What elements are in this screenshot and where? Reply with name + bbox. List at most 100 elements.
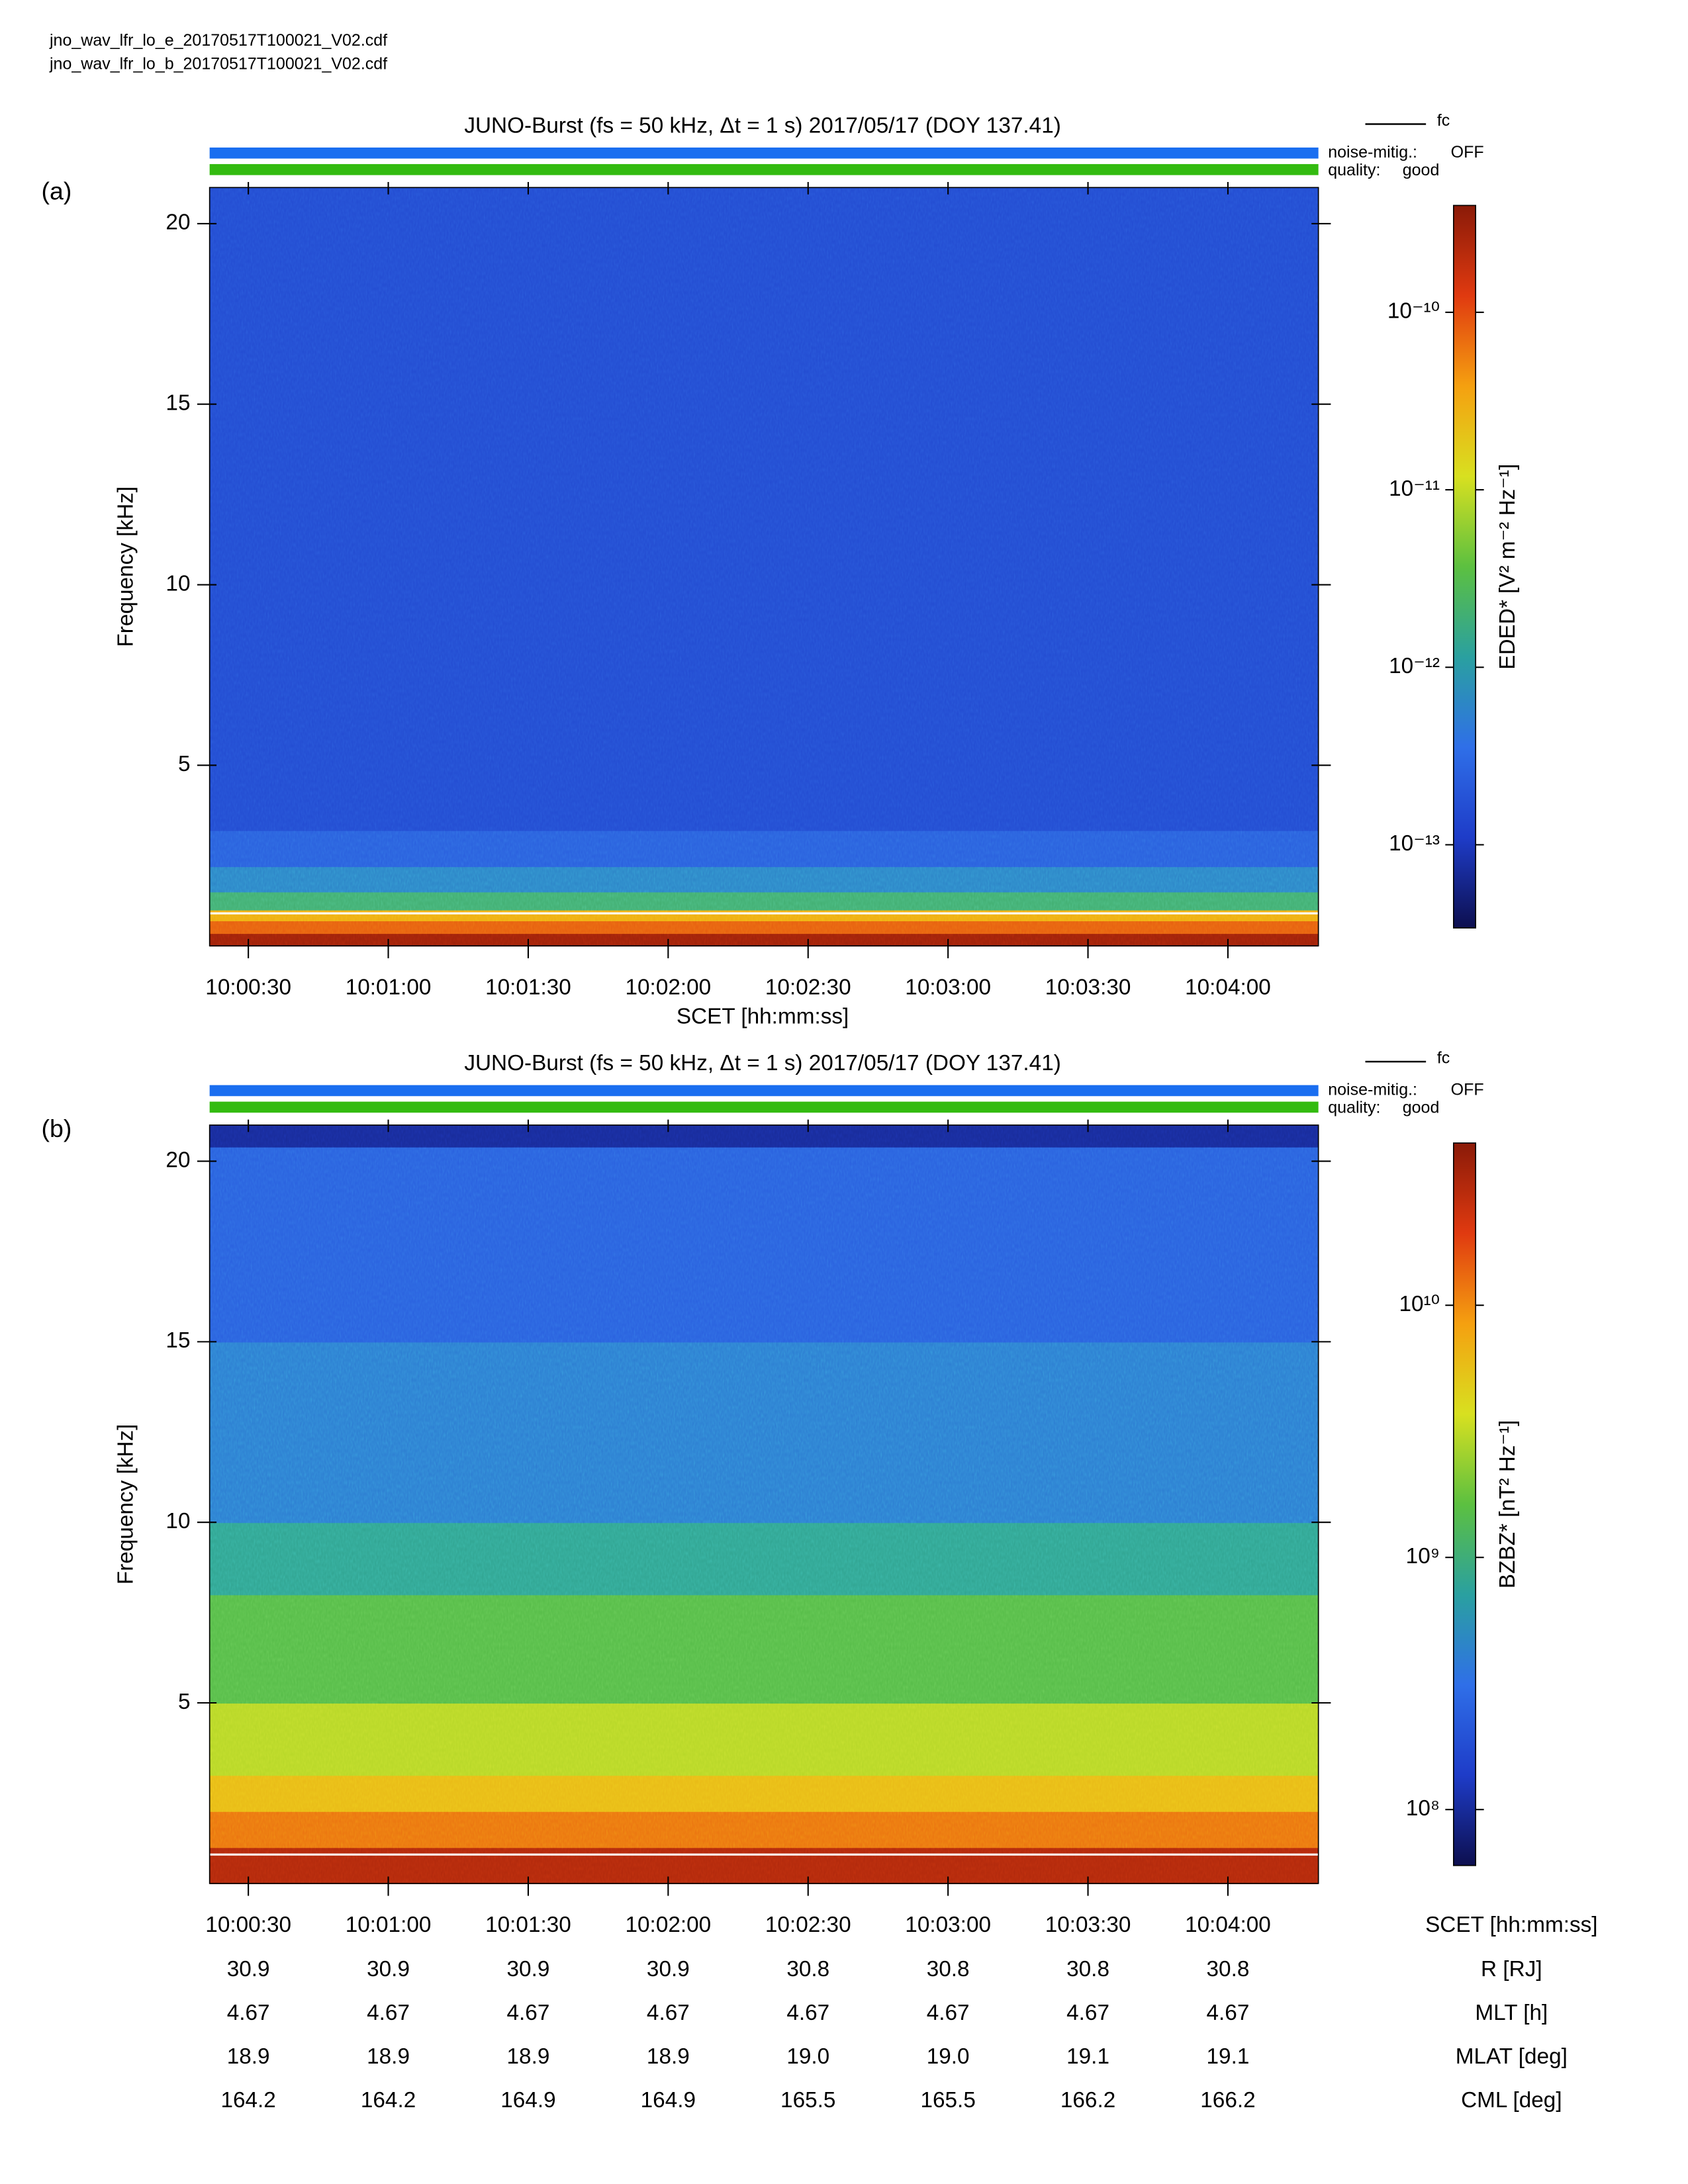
ephemeris-value: 164.2 — [220, 2088, 275, 2113]
ephemeris-value: 30.8 — [927, 1957, 970, 1981]
ephemeris-value: 166.2 — [1200, 2088, 1255, 2113]
colorbar-label: BZBZ* [nT² Hz⁻¹] — [1495, 1420, 1520, 1589]
chart-title: JUNO-Burst (fs = 50 kHz, Δt = 1 s) 2017/… — [464, 1051, 1061, 1075]
file-name: jno_wav_lfr_lo_e_20170517T100021_V02.cdf — [49, 31, 387, 50]
ephemeris-value: 165.5 — [920, 2088, 975, 2113]
x-tick-label: 10:04:00 — [1185, 976, 1271, 1000]
ephemeris-value: 30.9 — [507, 1957, 550, 1981]
ephemeris-value: 4.67 — [367, 2001, 410, 2025]
colorbar — [1453, 205, 1476, 929]
x-tick-label: 10:04:00 — [1185, 1913, 1271, 1937]
colorbar-tick-label: 10⁻¹³ — [1389, 831, 1440, 856]
status-label: quality: — [1328, 161, 1380, 179]
plot-frame — [209, 1124, 1319, 1884]
y-tick-label: 20 — [165, 210, 190, 235]
y-tick-label: 5 — [178, 752, 191, 776]
status-value: OFF — [1451, 1081, 1484, 1099]
x-tick-label: 10:01:30 — [485, 1913, 571, 1937]
ephemeris-value: 4.67 — [786, 2001, 829, 2025]
status-value: OFF — [1451, 143, 1484, 161]
ephemeris-label: MLAT [deg] — [1456, 2044, 1568, 2069]
ephemeris-value: 30.8 — [786, 1957, 829, 1981]
status-label: noise-mitig.: — [1328, 1081, 1417, 1099]
ephemeris-value: 30.9 — [647, 1957, 690, 1981]
x-tick-label: 10:01:30 — [485, 976, 571, 1000]
colorbar — [1453, 1142, 1476, 1866]
y-tick-label: 15 — [165, 391, 190, 416]
x-tick-label: 10:00:30 — [205, 1913, 291, 1937]
ephemeris-value: 4.67 — [1207, 2001, 1250, 2025]
y-tick-label: 20 — [165, 1148, 190, 1172]
x-tick-label: 10:03:00 — [905, 1913, 991, 1937]
status-bar — [209, 1085, 1319, 1097]
colorbar-tick-label: 10⁹ — [1406, 1544, 1440, 1569]
ephemeris-value: 4.67 — [1066, 2001, 1109, 2025]
ephemeris-value: 4.67 — [227, 2001, 270, 2025]
ephemeris-value: 19.1 — [1066, 2044, 1109, 2069]
x-tick-label: 10:01:00 — [346, 976, 432, 1000]
panel-label: (b) — [42, 1115, 72, 1142]
ephemeris-value: 19.1 — [1207, 2044, 1250, 2069]
x-axis-label: SCET [hh:mm:ss] — [677, 1004, 849, 1028]
x-tick-label: 10:01:00 — [346, 1913, 432, 1937]
ephemeris-value: 165.5 — [780, 2088, 835, 2113]
ephemeris-value: 30.9 — [227, 1957, 270, 1981]
x-tick-label: 10:03:30 — [1045, 976, 1131, 1000]
y-axis-label: Frequency [kHz] — [113, 1424, 138, 1585]
ephemeris-value: 164.9 — [500, 2088, 555, 2113]
ephemeris-value: 18.9 — [227, 2044, 270, 2069]
x-tick-label: 10:02:30 — [765, 976, 851, 1000]
legend-label: fc — [1437, 111, 1450, 130]
x-tick-label: 10:00:30 — [205, 976, 291, 1000]
status-value: good — [1403, 1099, 1440, 1117]
ephemeris-value: 18.9 — [367, 2044, 410, 2069]
status-bar — [209, 147, 1319, 159]
x-tick-label: 10:02:00 — [625, 976, 711, 1000]
x-tick-label: 10:03:30 — [1045, 1913, 1131, 1937]
colorbar-tick-label: 10⁸ — [1406, 1796, 1440, 1821]
colorbar-tick-label: 10¹⁰ — [1399, 1292, 1440, 1316]
plot-frame — [209, 187, 1319, 947]
ephemeris-value: 30.8 — [1207, 1957, 1250, 1981]
chart-title: JUNO-Burst (fs = 50 kHz, Δt = 1 s) 2017/… — [464, 113, 1061, 138]
colorbar-tick-label: 10⁻¹⁰ — [1387, 299, 1440, 324]
status-value: good — [1403, 161, 1440, 179]
ephemeris-value: 30.9 — [367, 1957, 410, 1981]
x-tick-label: 10:03:00 — [905, 976, 991, 1000]
colorbar-tick-label: 10⁻¹¹ — [1389, 477, 1440, 501]
status-bar — [209, 1101, 1319, 1113]
ephemeris-value: 166.2 — [1060, 2088, 1115, 2113]
x-tick-label: 10:02:30 — [765, 1913, 851, 1937]
status-bar — [209, 163, 1319, 175]
y-tick-label: 5 — [178, 1690, 191, 1714]
ephemeris-label: MLT [h] — [1475, 2001, 1548, 2025]
ephemeris-value: 18.9 — [507, 2044, 550, 2069]
ephemeris-label: CML [deg] — [1461, 2088, 1562, 2113]
colorbar-tick-label: 10⁻¹² — [1389, 654, 1440, 678]
ephemeris-value: 164.9 — [641, 2088, 696, 2113]
y-tick-label: 15 — [165, 1328, 190, 1353]
status-label: quality: — [1328, 1099, 1380, 1117]
ephemeris-value: 4.67 — [507, 2001, 550, 2025]
y-axis-label: Frequency [kHz] — [113, 486, 138, 647]
ephemeris-value: 164.2 — [361, 2088, 416, 2113]
texture — [209, 187, 1319, 946]
texture — [209, 1125, 1319, 1884]
legend-label: fc — [1437, 1049, 1450, 1068]
y-tick-label: 10 — [165, 1509, 190, 1533]
ephemeris-value: 19.0 — [786, 2044, 829, 2069]
ephemeris-value: 4.67 — [927, 2001, 970, 2025]
ephemeris-label: R [RJ] — [1481, 1957, 1542, 1981]
panel-label: (a) — [42, 177, 72, 205]
x-axis-label: SCET [hh:mm:ss] — [1425, 1913, 1598, 1937]
y-tick-label: 10 — [165, 571, 190, 596]
status-label: noise-mitig.: — [1328, 143, 1417, 161]
ephemeris-value: 19.0 — [927, 2044, 970, 2069]
ephemeris-value: 30.8 — [1066, 1957, 1109, 1981]
colorbar-label: EDED* [V² m⁻² Hz⁻¹] — [1495, 464, 1520, 670]
ephemeris-value: 18.9 — [647, 2044, 690, 2069]
file-name: jno_wav_lfr_lo_b_20170517T100021_V02.cdf — [49, 55, 387, 73]
ephemeris-value: 4.67 — [647, 2001, 690, 2025]
x-tick-label: 10:02:00 — [625, 1913, 711, 1937]
